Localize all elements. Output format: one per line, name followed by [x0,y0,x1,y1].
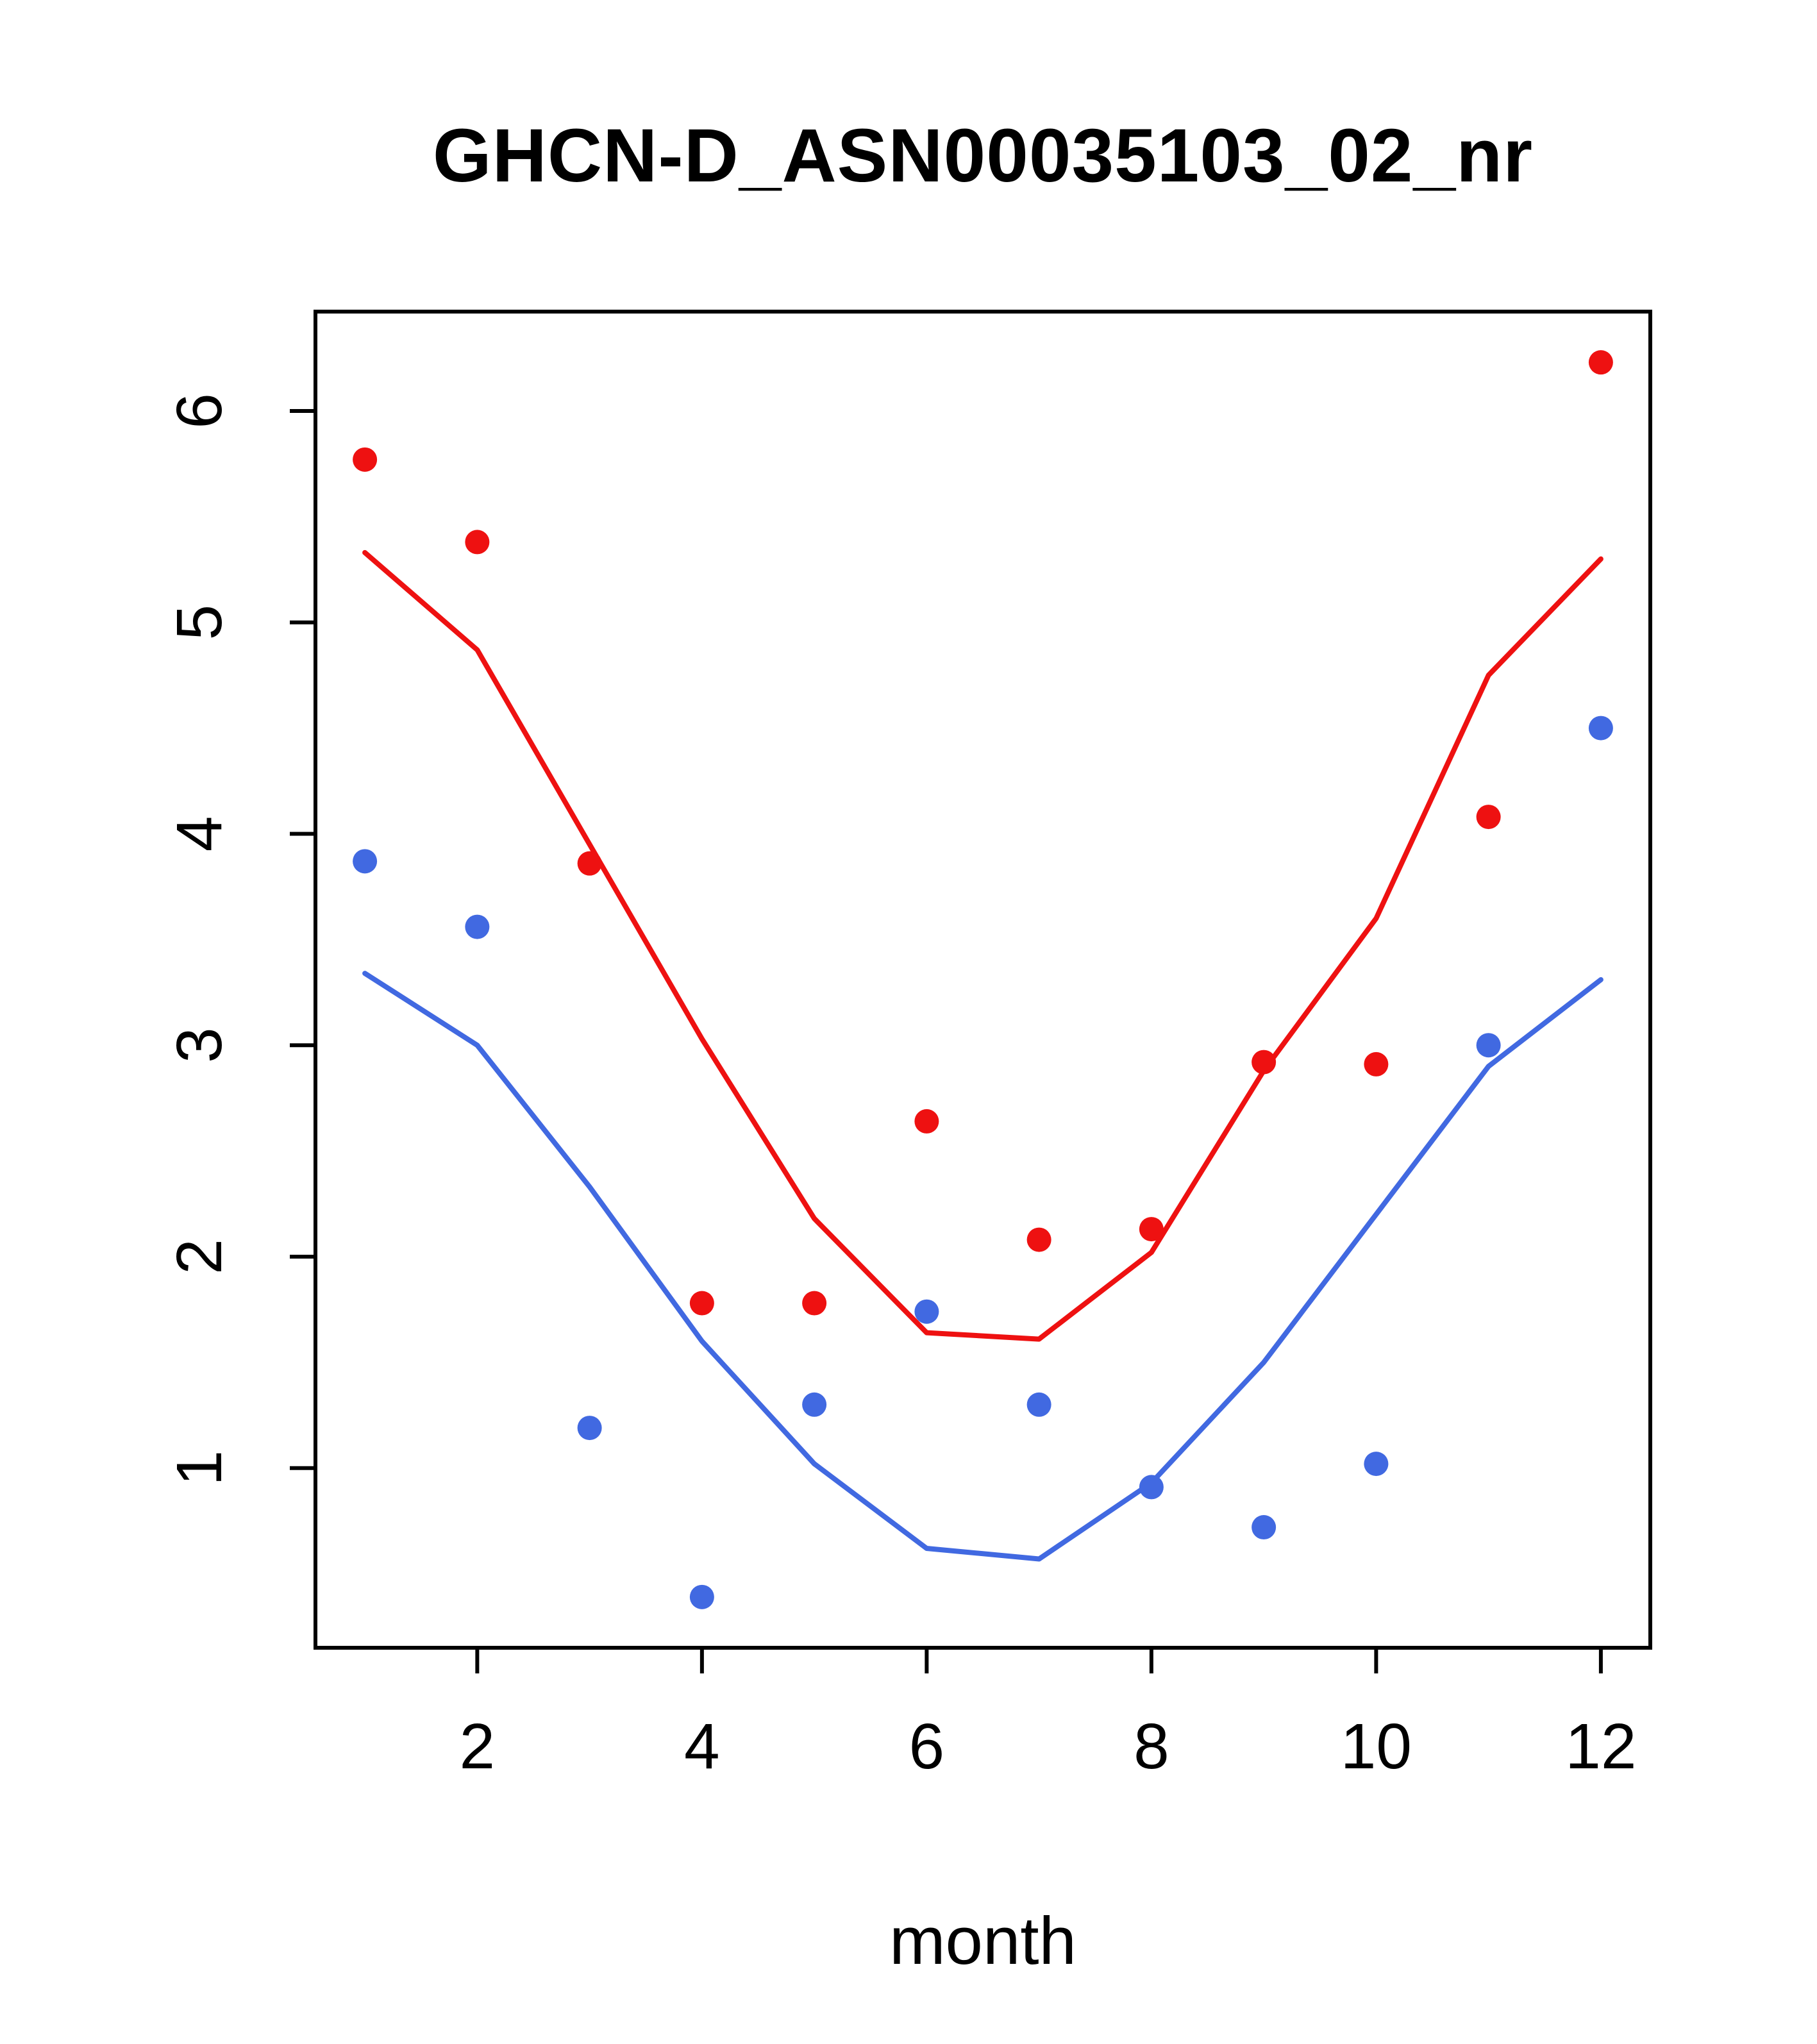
blue-point [1252,1515,1277,1540]
blue-point [914,1299,939,1324]
x-axis-label: month [889,1904,1076,1979]
plot-border [314,310,1652,1650]
red-point [689,1291,714,1316]
y-tick-label: 3 [163,1027,235,1063]
x-tick-label: 12 [1565,1711,1636,1782]
blue-point [689,1584,714,1609]
x-tick-label: 4 [684,1711,720,1782]
x-tick-label: 2 [460,1711,496,1782]
blue-point [1476,1033,1501,1058]
y-tick-label: 5 [163,605,235,641]
x-tick-label: 6 [909,1711,945,1782]
red-point [1139,1217,1164,1242]
y-tick-label: 4 [163,816,235,852]
blue-point [802,1392,827,1417]
chart-title: GHCN-D_ASN00035103_02_nr [432,113,1534,198]
red-point [1476,805,1501,830]
blue-line [362,971,1603,1562]
red-point [1026,1227,1051,1252]
y-tick-label: 6 [163,393,235,429]
red-point [1588,350,1613,375]
blue-point [465,914,490,939]
blue-point [353,849,378,874]
red-line [362,549,1603,1342]
x-tick-label: 10 [1341,1711,1412,1782]
blue-point [1588,716,1613,741]
red-point [465,530,490,555]
x-tick-label: 8 [1134,1711,1169,1782]
blue-point [1364,1452,1389,1477]
red-point [353,447,378,472]
red-point [1364,1051,1389,1076]
blue-point [1139,1475,1164,1500]
red-point [577,851,602,876]
red-point [914,1109,939,1134]
blue-point [1026,1392,1051,1417]
red-point [1252,1050,1277,1075]
red-point [802,1291,827,1316]
blue-point [577,1416,602,1441]
y-tick-label: 2 [163,1239,235,1275]
y-tick-label: 1 [163,1450,235,1486]
